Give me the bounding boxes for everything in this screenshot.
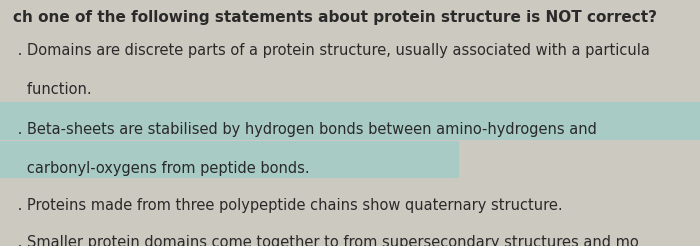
Bar [0, 102, 700, 140]
Text: . Domains are discrete parts of a protein structure, usually associated with a p: . Domains are discrete parts of a protei… [13, 43, 650, 58]
Text: carbonyl-oxygens from peptide bonds.: carbonyl-oxygens from peptide bonds. [13, 161, 314, 176]
Text: . Smaller protein domains come together to from supersecondary structures and mo: . Smaller protein domains come together … [13, 235, 638, 246]
Text: . Beta-sheets are stabilised by hydrogen bonds between amino-hydrogens and: . Beta-sheets are stabilised by hydrogen… [13, 122, 596, 137]
Text: ch one of the following statements about protein structure is NOT correct?: ch one of the following statements about… [13, 10, 657, 25]
Text: function.: function. [13, 82, 96, 97]
Text: . Proteins made from three polypeptide chains show quaternary structure.: . Proteins made from three polypeptide c… [13, 198, 567, 213]
Bar [0, 141, 458, 178]
